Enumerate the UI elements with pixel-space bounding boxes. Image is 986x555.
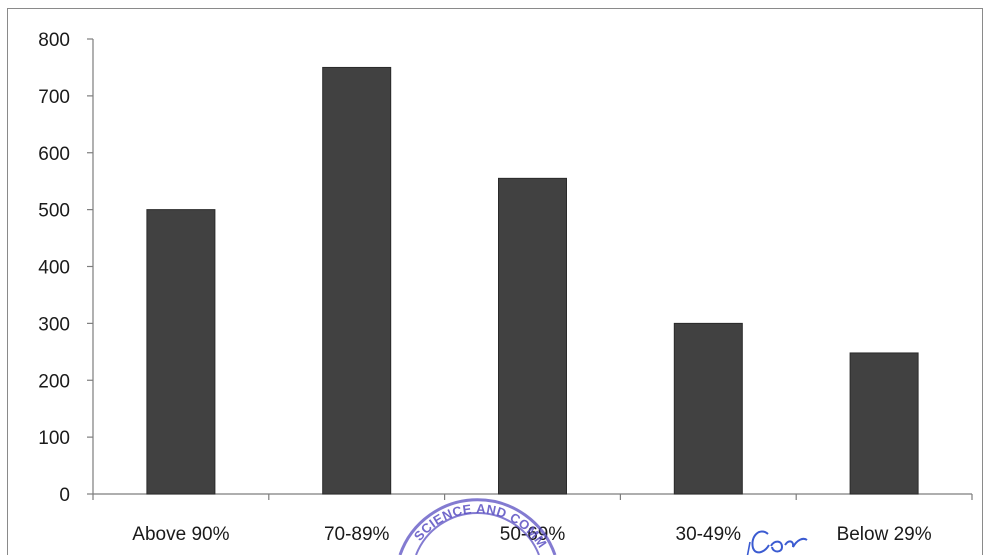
- y-tick-label: 400: [38, 258, 70, 279]
- y-tick-label: 0: [59, 485, 70, 506]
- bar-70-89: [322, 66, 392, 495]
- bar-50-69: [498, 177, 567, 495]
- y-tick-label: 800: [38, 30, 70, 51]
- y-axis: 0 100 200 300 400 500 600 700 800: [38, 30, 94, 506]
- y-tick-label: 100: [38, 428, 70, 449]
- x-tick-label: 70-89%: [324, 524, 390, 545]
- y-tick-label: 500: [38, 201, 70, 222]
- y-tick-label: 600: [38, 144, 70, 165]
- y-tick-label: 200: [38, 371, 70, 392]
- bars: [146, 66, 919, 495]
- y-tick-label: 300: [38, 314, 70, 335]
- x-tick-label: Below 29%: [837, 524, 932, 545]
- bar-above-90: [146, 209, 216, 495]
- chart-frame: [7, 8, 983, 555]
- handwritten-signature: [746, 530, 808, 555]
- bar-30-49: [673, 322, 743, 495]
- x-tick-label: Above 90%: [132, 524, 229, 545]
- y-tick-label: 700: [38, 87, 70, 108]
- x-tick-label: 30-49%: [676, 524, 742, 545]
- stamp-seal: SCIENCE AND COMM: [398, 498, 557, 555]
- bar-below-29: [849, 352, 919, 495]
- x-axis: [92, 493, 973, 500]
